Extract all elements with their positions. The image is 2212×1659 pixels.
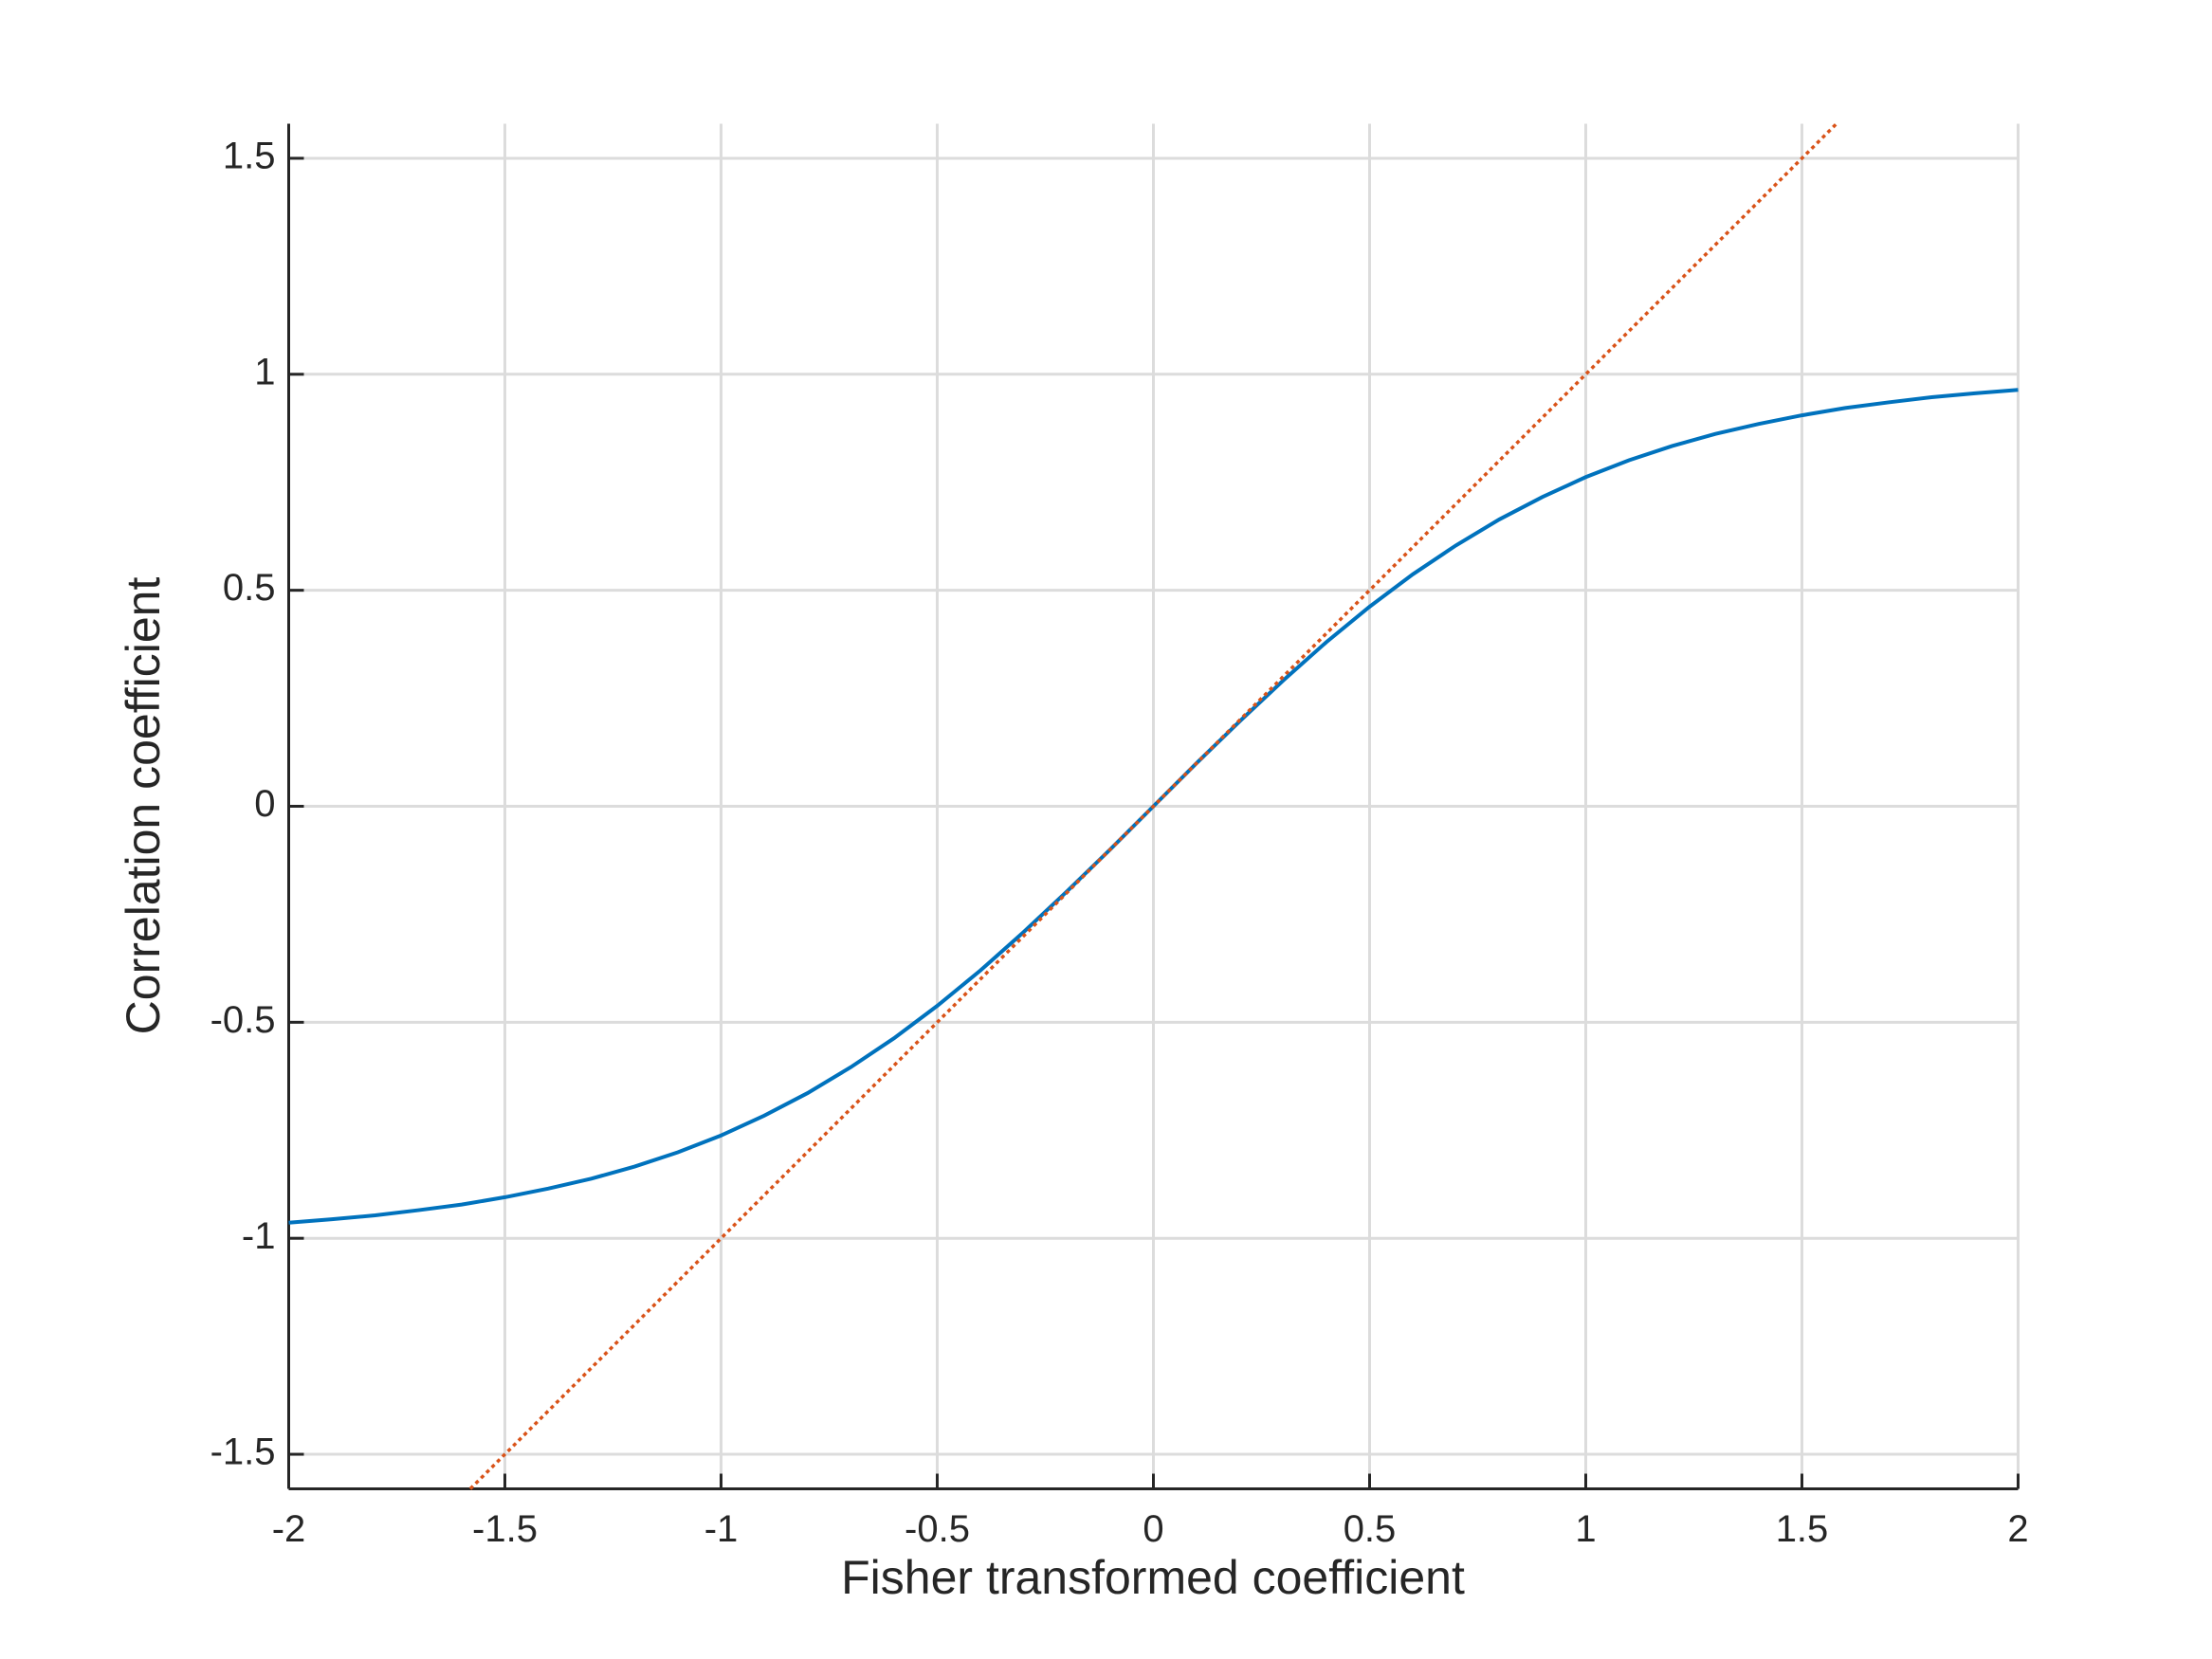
x-tick-label: 0 xyxy=(1143,1508,1163,1550)
x-tick-label: -1 xyxy=(704,1508,739,1550)
x-tick-label: 0.5 xyxy=(1344,1508,1397,1550)
y-tick-label: 1 xyxy=(254,351,275,392)
y-tick-label: -1.5 xyxy=(210,1431,276,1473)
x-tick-label: 2 xyxy=(2007,1508,2028,1550)
x-tick-label: -0.5 xyxy=(905,1508,970,1550)
y-tick-label: -0.5 xyxy=(210,999,276,1041)
y-tick-label: 0.5 xyxy=(223,567,276,609)
x-tick-label: -1.5 xyxy=(472,1508,538,1550)
y-tick-label: 0 xyxy=(254,783,275,825)
line-series xyxy=(468,122,1838,1490)
y-tick-label: 1.5 xyxy=(223,136,276,177)
y-axis-label: Correlation coefficient xyxy=(117,577,170,1035)
x-tick-label: 1.5 xyxy=(1776,1508,1829,1550)
x-axis-label: Fisher transformed coefficient xyxy=(841,1551,1465,1604)
x-tick-label: -2 xyxy=(272,1508,306,1550)
x-tick-label: 1 xyxy=(1575,1508,1596,1550)
y-tick-label: -1 xyxy=(242,1215,276,1257)
